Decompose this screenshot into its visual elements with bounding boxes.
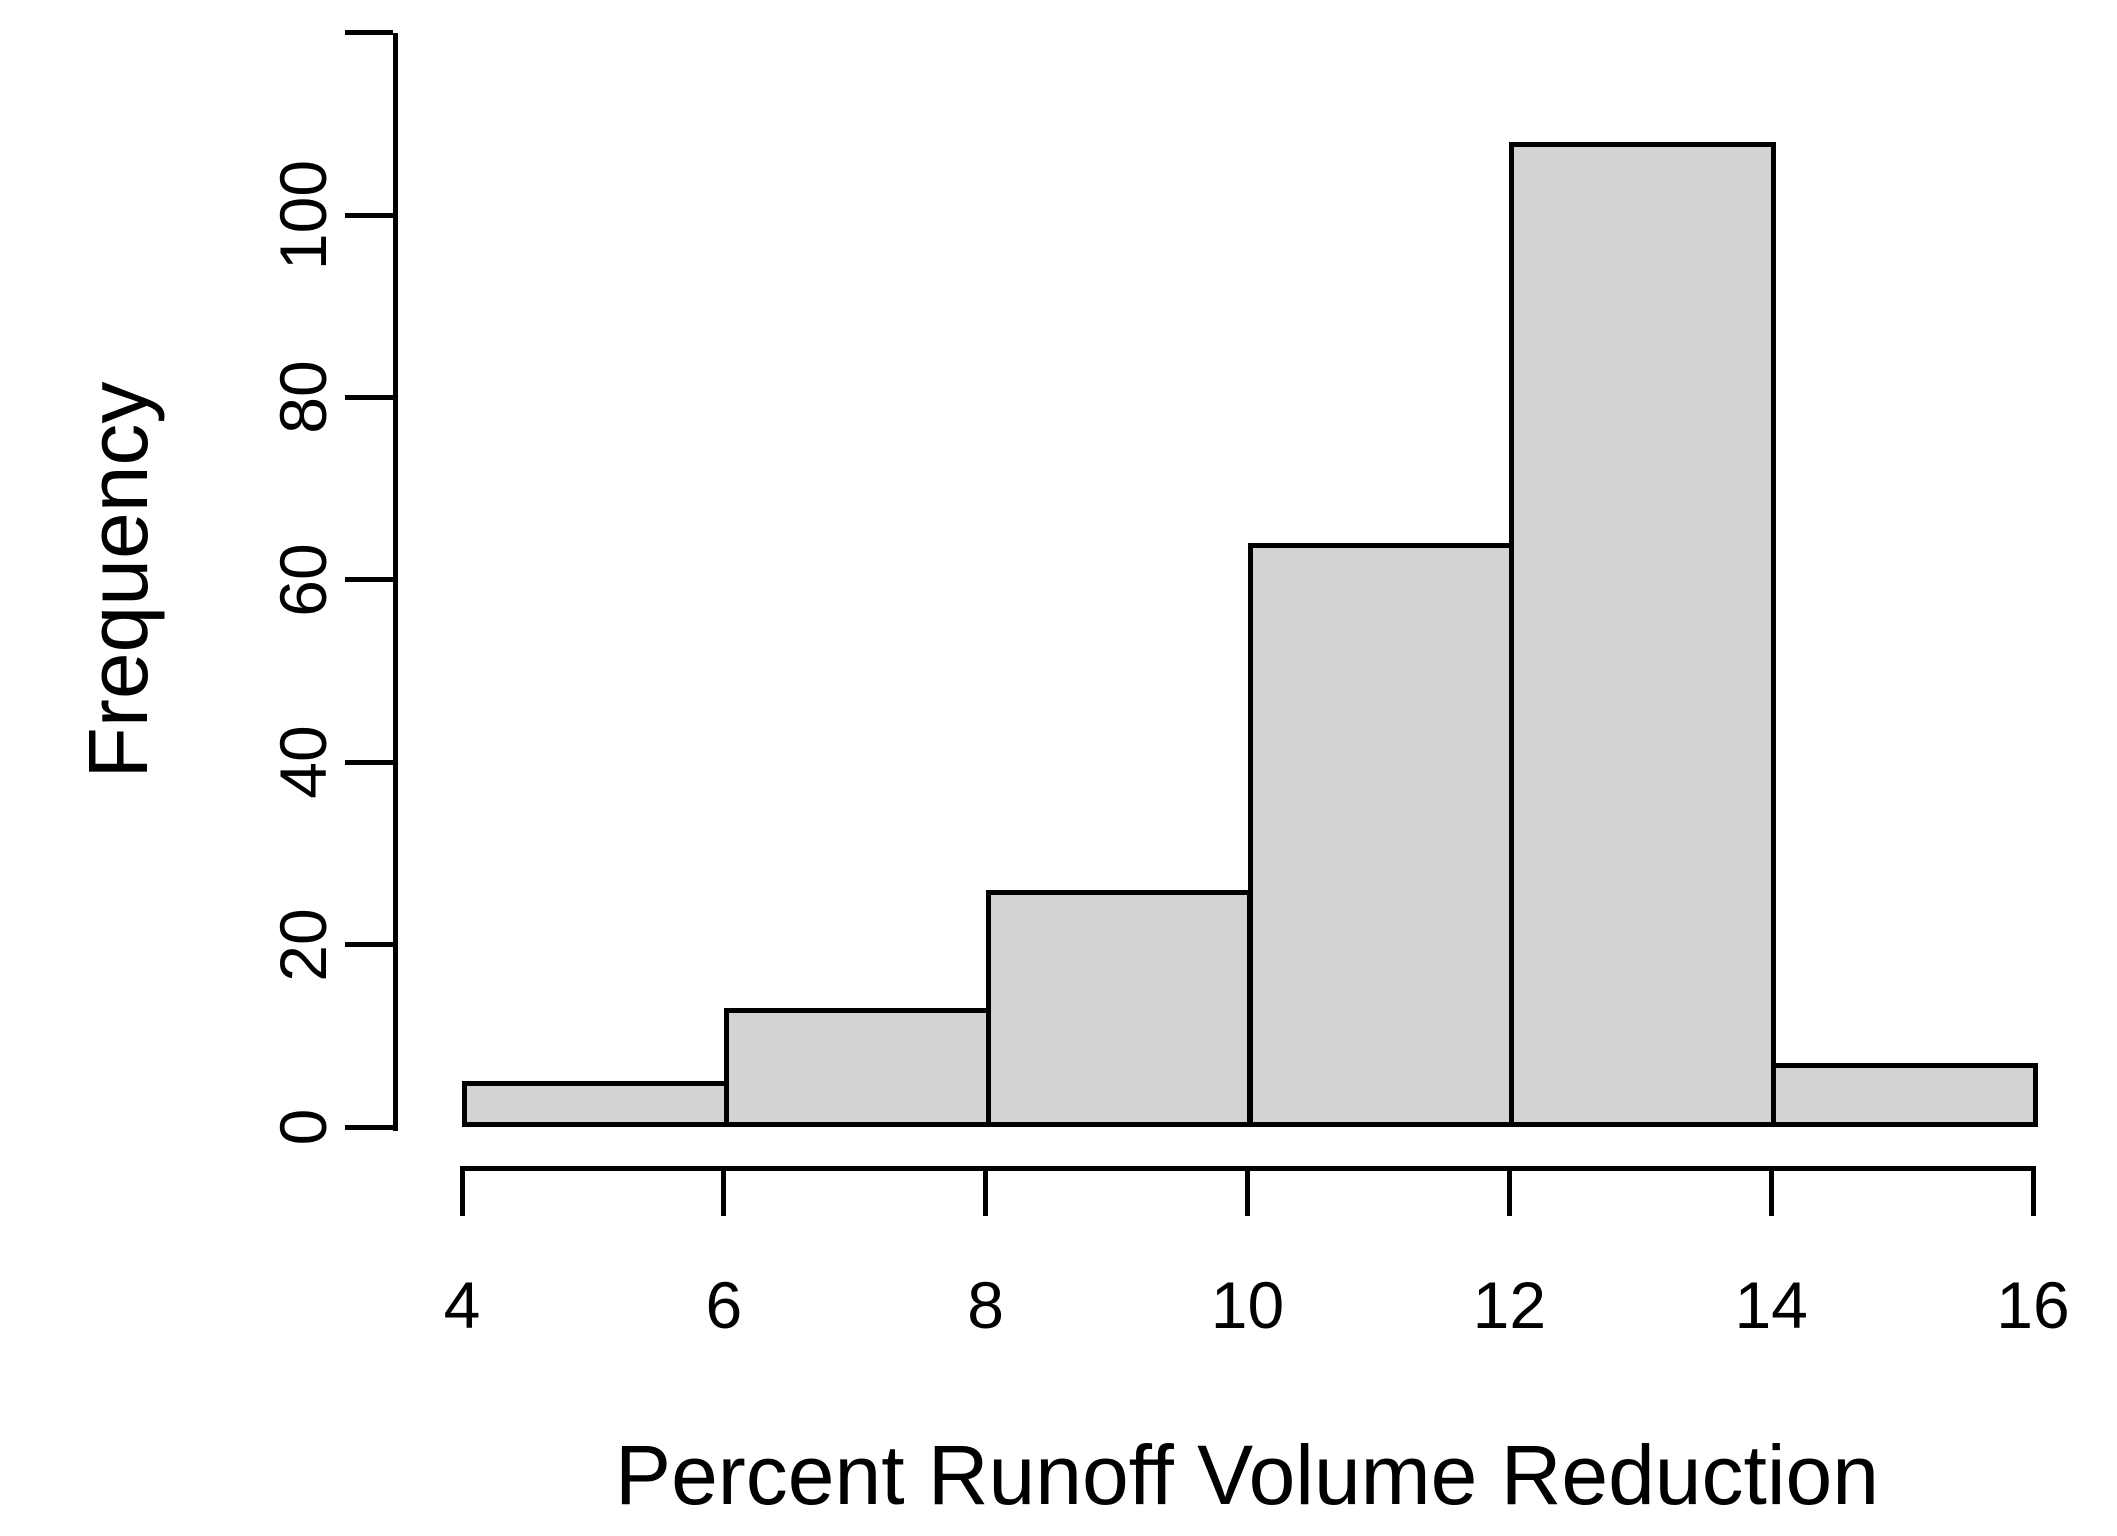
y-axis-tick — [345, 30, 393, 36]
y-axis-line — [393, 32, 398, 1132]
x-axis-tick — [1506, 1166, 1512, 1216]
y-axis-tick — [345, 759, 393, 765]
x-axis-tick — [1245, 1166, 1250, 1216]
x-axis-tick-label: 6 — [705, 1268, 743, 1342]
x-axis-tick-label: 14 — [1734, 1268, 1808, 1342]
y-axis-tick-label: 40 — [266, 725, 340, 799]
x-axis-title: Percent Runoff Volume Reduction — [615, 1428, 1879, 1522]
y-axis-title: Frequency — [71, 381, 165, 779]
y-axis-tick — [345, 577, 393, 583]
x-axis-tick — [983, 1166, 989, 1216]
y-axis-tick-label: 0 — [266, 1108, 340, 1146]
y-axis-tick — [345, 1124, 393, 1130]
histogram-bar — [1771, 1063, 2038, 1127]
y-axis-tick-label: 100 — [266, 159, 340, 271]
x-axis-tick-label: 16 — [1996, 1268, 2070, 1342]
x-axis-tick-label: 4 — [443, 1268, 481, 1342]
x-axis-tick — [2030, 1166, 2036, 1216]
x-axis-tick-label: 8 — [967, 1268, 1005, 1342]
x-axis-tick — [1768, 1166, 1774, 1216]
y-axis-tick-label: 20 — [266, 907, 340, 982]
x-axis-tick-label: 10 — [1210, 1268, 1285, 1342]
x-axis-tick — [721, 1166, 727, 1216]
histogram-bar — [985, 889, 1253, 1127]
y-axis-tick — [345, 942, 393, 948]
histogram-bar — [1509, 142, 1777, 1127]
y-axis-tick — [345, 394, 393, 400]
y-axis-tick-label: 80 — [266, 360, 340, 435]
histogram-bar — [462, 1081, 729, 1127]
y-axis-tick-label: 60 — [266, 543, 340, 617]
x-axis-tick — [459, 1166, 465, 1216]
histogram-bar — [1247, 543, 1515, 1127]
histogram-bar — [723, 1008, 991, 1127]
y-axis-tick — [345, 212, 393, 218]
x-axis-tick-label: 12 — [1472, 1268, 1547, 1342]
